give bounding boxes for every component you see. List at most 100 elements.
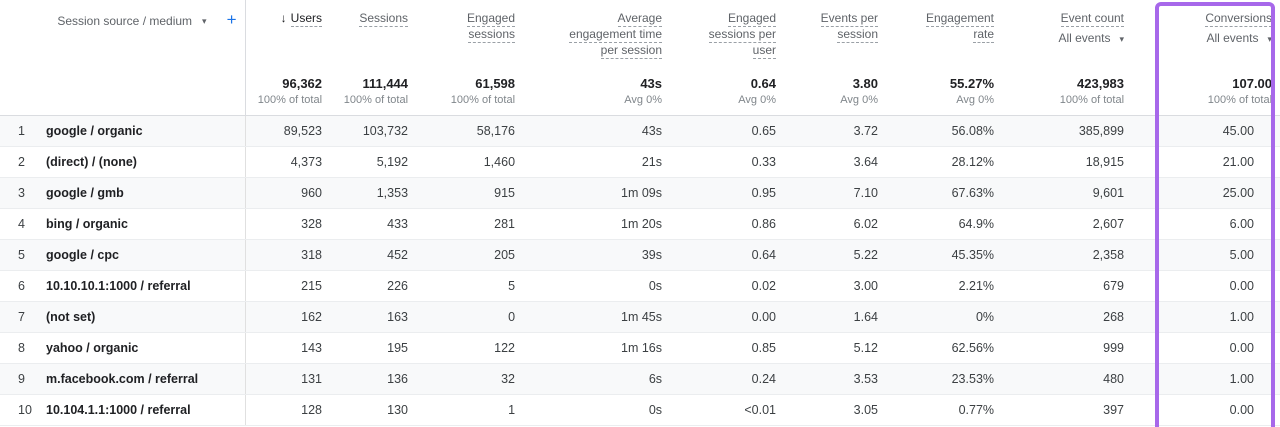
total-users: 96,362 100% of total	[245, 66, 331, 116]
metric-event-count: 18,915	[1002, 146, 1133, 178]
row-index: 4	[0, 208, 44, 240]
column-label: Engaged	[466, 11, 516, 27]
metric-sessions: 1,353	[330, 177, 417, 209]
dimension-value: m.facebook.com / referral	[44, 363, 246, 395]
metric-engaged-sessions: 1	[416, 394, 524, 426]
row-index: 3	[0, 177, 44, 209]
column-header-engaged-sessions-per-user[interactable]: Engaged sessions per user	[670, 0, 784, 66]
totals-row: 96,362 100% of total 111,444 100% of total 6…	[0, 66, 1280, 116]
metric-sessions: 103,732	[330, 115, 417, 147]
total-sublabel: Avg 0%	[738, 93, 777, 106]
row-index: 7	[0, 301, 44, 333]
metric-event-count: 268	[1002, 301, 1133, 333]
chevron-down-icon: ▾	[1267, 34, 1273, 44]
metric-conversions: 25.00	[1132, 177, 1280, 209]
column-header-sessions[interactable]: Sessions	[330, 0, 416, 66]
dimension-value: google / cpc	[44, 239, 246, 271]
metric-sessions: 195	[330, 332, 417, 364]
metric-engagement-rate: 64.9%	[886, 208, 1003, 240]
metric-engaged-sessions-per-user: 0.95	[670, 177, 785, 209]
metric-users: 89,523	[245, 115, 331, 147]
metric-engaged-sessions-per-user: 0.24	[670, 363, 785, 395]
column-header-event-count[interactable]: Event count All events ▾	[1002, 0, 1132, 66]
total-value: 3.80	[852, 75, 879, 91]
column-label: Sessions	[359, 11, 409, 27]
metric-conversions: 0.00	[1132, 270, 1280, 302]
dimension-value: (direct) / (none)	[44, 146, 246, 178]
metric-engaged-sessions-per-user: 0.02	[670, 270, 785, 302]
dimension-column-header[interactable]: Session source / medium ▾ +	[0, 0, 246, 66]
metric-engagement-rate: 62.56%	[886, 332, 1003, 364]
conversions-event-scope-selector[interactable]: All events ▾	[1132, 31, 1272, 45]
metric-avg-engagement-time: 39s	[523, 239, 671, 271]
metric-event-count: 999	[1002, 332, 1133, 364]
chevron-down-icon[interactable]: ▾	[202, 16, 207, 26]
metric-avg-engagement-time: 0s	[523, 394, 671, 426]
metric-engagement-rate: 2.21%	[886, 270, 1003, 302]
column-label: sessions	[468, 27, 516, 43]
metric-sessions: 136	[330, 363, 417, 395]
row-index: 2	[0, 146, 44, 178]
metric-conversions: 0.00	[1132, 332, 1280, 364]
total-value: 96,362	[282, 75, 323, 91]
column-header-engagement-rate[interactable]: Engagement rate	[886, 0, 1002, 66]
metric-engaged-sessions-per-user: <0.01	[670, 394, 785, 426]
metric-engaged-sessions: 32	[416, 363, 524, 395]
total-sublabel: 100% of total	[1207, 93, 1273, 106]
dimension-value: 10.104.1.1:1000 / referral	[44, 394, 246, 426]
total-engagement-rate: 55.27% Avg 0%	[886, 66, 1003, 116]
total-events-per-session: 3.80 Avg 0%	[784, 66, 887, 116]
table-row: 5 google / cpc 318 452 205 39s 0.64 5.22 45.35% 2…	[0, 239, 1280, 271]
dimension-value: bing / organic	[44, 208, 246, 240]
metric-event-count: 385,899	[1002, 115, 1133, 147]
dimension-header-label[interactable]: Session source / medium	[57, 14, 193, 28]
metric-event-count: 679	[1002, 270, 1133, 302]
metric-engagement-rate: 28.12%	[886, 146, 1003, 178]
metric-avg-engagement-time: 21s	[523, 146, 671, 178]
column-header-events-per-session[interactable]: Events per session	[784, 0, 886, 66]
total-sublabel: 100% of total	[450, 93, 516, 106]
metric-engaged-sessions-per-user: 0.86	[670, 208, 785, 240]
event-count-event-scope-selector[interactable]: All events ▾	[1002, 31, 1124, 45]
column-label: session	[837, 27, 879, 43]
table-row: 4 bing / organic 328 433 281 1m 20s 0.86 6.02 64…	[0, 208, 1280, 240]
sort-descending-icon: ↓	[280, 11, 287, 25]
total-value: 0.64	[750, 75, 777, 91]
metric-engagement-rate: 23.53%	[886, 363, 1003, 395]
event-scope-label: All events	[1206, 31, 1259, 45]
column-header-avg-engagement-time[interactable]: Average engagement time per session	[523, 0, 670, 66]
metric-sessions: 226	[330, 270, 417, 302]
total-value: 61,598	[475, 75, 516, 91]
total-avg-engagement-time: 43s Avg 0%	[523, 66, 671, 116]
total-sublabel: 100% of total	[257, 93, 323, 106]
column-label: Average	[617, 11, 663, 27]
column-header-users[interactable]: ↓ Users	[245, 0, 330, 66]
total-conversions: 107.00 100% of total	[1132, 66, 1280, 116]
metric-engagement-rate: 0%	[886, 301, 1003, 333]
add-dimension-button[interactable]: +	[226, 10, 237, 29]
column-header-conversions[interactable]: Conversions All events ▾	[1132, 0, 1280, 66]
dimension-value: yahoo / organic	[44, 332, 246, 364]
column-header-engaged-sessions[interactable]: Engaged sessions	[416, 0, 523, 66]
dimension-value: (not set)	[44, 301, 246, 333]
column-label: Conversions	[1205, 11, 1273, 27]
metric-conversions: 5.00	[1132, 239, 1280, 271]
metric-event-count: 397	[1002, 394, 1133, 426]
dimension-value: google / gmb	[44, 177, 246, 209]
metric-engagement-rate: 67.63%	[886, 177, 1003, 209]
table-row: 1 google / organic 89,523 103,732 58,176 43s 0…	[0, 115, 1280, 147]
metric-events-per-session: 3.64	[784, 146, 887, 178]
total-engaged-sessions-per-user: 0.64 Avg 0%	[670, 66, 785, 116]
metric-events-per-session: 5.12	[784, 332, 887, 364]
metric-avg-engagement-time: 1m 09s	[523, 177, 671, 209]
metric-conversions: 1.00	[1132, 301, 1280, 333]
metric-events-per-session: 1.64	[784, 301, 887, 333]
row-index: 8	[0, 332, 44, 364]
metric-conversions: 21.00	[1132, 146, 1280, 178]
total-engaged-sessions: 61,598 100% of total	[416, 66, 524, 116]
metric-conversions: 1.00	[1132, 363, 1280, 395]
metric-conversions: 45.00	[1132, 115, 1280, 147]
total-sublabel: Avg 0%	[956, 93, 995, 106]
